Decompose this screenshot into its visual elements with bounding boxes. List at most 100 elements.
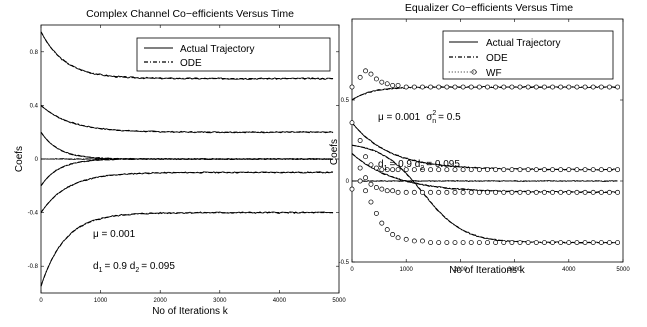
- wf-marker: [395, 167, 401, 173]
- wf-marker: [460, 84, 466, 90]
- wf-marker: [436, 167, 442, 173]
- wf-marker: [468, 240, 474, 246]
- wf-marker: [607, 167, 612, 173]
- wf-marker: [476, 240, 482, 246]
- chart-right-x-axis-label: No of Iterations k: [449, 265, 526, 276]
- wf-marker: [501, 84, 507, 90]
- wf-marker: [411, 238, 417, 244]
- wf-marker: [460, 167, 466, 173]
- wf-marker: [558, 84, 564, 90]
- wf-marker: [476, 84, 482, 90]
- wf-marker: [550, 189, 555, 195]
- wf-marker: [436, 189, 442, 195]
- wf-marker: [566, 84, 572, 90]
- wf-marker: [541, 84, 547, 90]
- chart-right-legend-box: [442, 30, 614, 80]
- wf-marker: [485, 167, 490, 173]
- wf-marker: [517, 189, 523, 195]
- wf-marker: [411, 84, 417, 90]
- wf-marker: [566, 189, 572, 195]
- chart-left-title: Complex Channel Co−efficients Versus Tim…: [86, 8, 294, 20]
- chart-left-x-axis-label: No of Iterations k: [152, 306, 229, 317]
- wf-marker: [493, 189, 499, 195]
- right-xtick-label: 1000: [400, 267, 414, 273]
- wf-marker: [384, 188, 390, 194]
- wf-marker: [493, 240, 499, 246]
- wf-marker: [509, 84, 515, 90]
- wf-marker: [476, 189, 482, 195]
- wf-marker: [517, 167, 523, 173]
- chart-left-ticks: 0 1000 2000 3000 4000 5000 -0.8 -0.4 0 0.4 0.8: [28, 25, 346, 304]
- wf-marker: [615, 189, 621, 195]
- wf-marker: [379, 79, 385, 85]
- wf-marker: [590, 167, 596, 173]
- wf-marker: [373, 185, 379, 190]
- left-ytick-label: -0.4: [28, 211, 39, 217]
- left-series-ode-2: [40, 212, 334, 287]
- wf-marker: [379, 186, 385, 192]
- wf-marker: [607, 240, 612, 246]
- chart-right-series: [351, 85, 618, 244]
- wf-marker: [357, 178, 363, 184]
- wf-marker: [403, 84, 409, 90]
- wf-marker: [384, 227, 390, 233]
- wf-marker: [615, 84, 621, 90]
- wf-marker: [368, 199, 374, 205]
- wf-marker: [501, 167, 507, 173]
- wf-marker: [582, 84, 588, 90]
- wf-marker: [533, 167, 539, 173]
- chart-left-y-axis-label: Coefs: [14, 146, 25, 172]
- wf-marker: [468, 84, 474, 90]
- wf-marker: [558, 167, 564, 173]
- wf-marker: [390, 167, 396, 173]
- wf-marker: [363, 68, 368, 74]
- right-series-ode-3: [351, 153, 618, 193]
- wf-marker: [363, 154, 368, 160]
- wf-marker: [493, 167, 499, 173]
- wf-marker: [566, 167, 572, 173]
- wf-marker: [525, 189, 531, 195]
- wf-marker: [525, 240, 531, 246]
- wf-marker: [574, 167, 580, 173]
- wf-marker: [460, 189, 466, 195]
- wf-marker: [590, 189, 596, 195]
- wf-marker: [384, 167, 390, 173]
- chart-right: Equalizer Co−efficients Versus Time 0 100…: [329, 2, 630, 276]
- wf-marker: [509, 189, 515, 195]
- wf-marker: [452, 84, 458, 90]
- wf-marker: [452, 189, 458, 195]
- wf-marker: [517, 240, 523, 246]
- wf-marker: [525, 84, 531, 90]
- right-ytick-label: 0: [346, 179, 350, 185]
- wf-marker: [444, 240, 450, 246]
- wf-marker: [428, 167, 434, 173]
- wf-marker: [501, 189, 507, 195]
- legend-right-ode-label: ODE: [486, 53, 508, 64]
- wf-marker: [390, 82, 396, 88]
- left-ytick-label: 0.8: [30, 50, 39, 56]
- wf-marker: [411, 189, 417, 195]
- wf-marker: [363, 188, 368, 194]
- right-xtick-label: 0: [350, 267, 354, 273]
- right-ytick-label: 0.5: [341, 98, 350, 104]
- wf-marker: [598, 240, 604, 246]
- wf-marker: [485, 189, 490, 195]
- right-series-ode-4: [351, 144, 618, 244]
- wf-marker: [395, 235, 401, 241]
- wf-marker: [428, 240, 434, 246]
- wf-marker: [436, 240, 442, 246]
- left-xtick-label: 5000: [332, 298, 346, 304]
- wf-marker: [444, 167, 450, 173]
- wf-marker: [357, 74, 363, 80]
- left-xtick-label: 2000: [154, 298, 168, 304]
- wf-marker: [368, 181, 374, 187]
- wf-marker: [349, 186, 355, 192]
- wf-marker: [349, 84, 355, 90]
- wf-marker: [373, 76, 379, 82]
- legend-wf-label: WF: [486, 68, 502, 79]
- left-xtick-label: 3000: [213, 298, 227, 304]
- wf-marker: [485, 240, 490, 246]
- wf-marker: [436, 84, 442, 90]
- chart-left: Complex Channel Co−efficients Versus Tim…: [14, 8, 346, 317]
- wf-marker: [403, 189, 409, 195]
